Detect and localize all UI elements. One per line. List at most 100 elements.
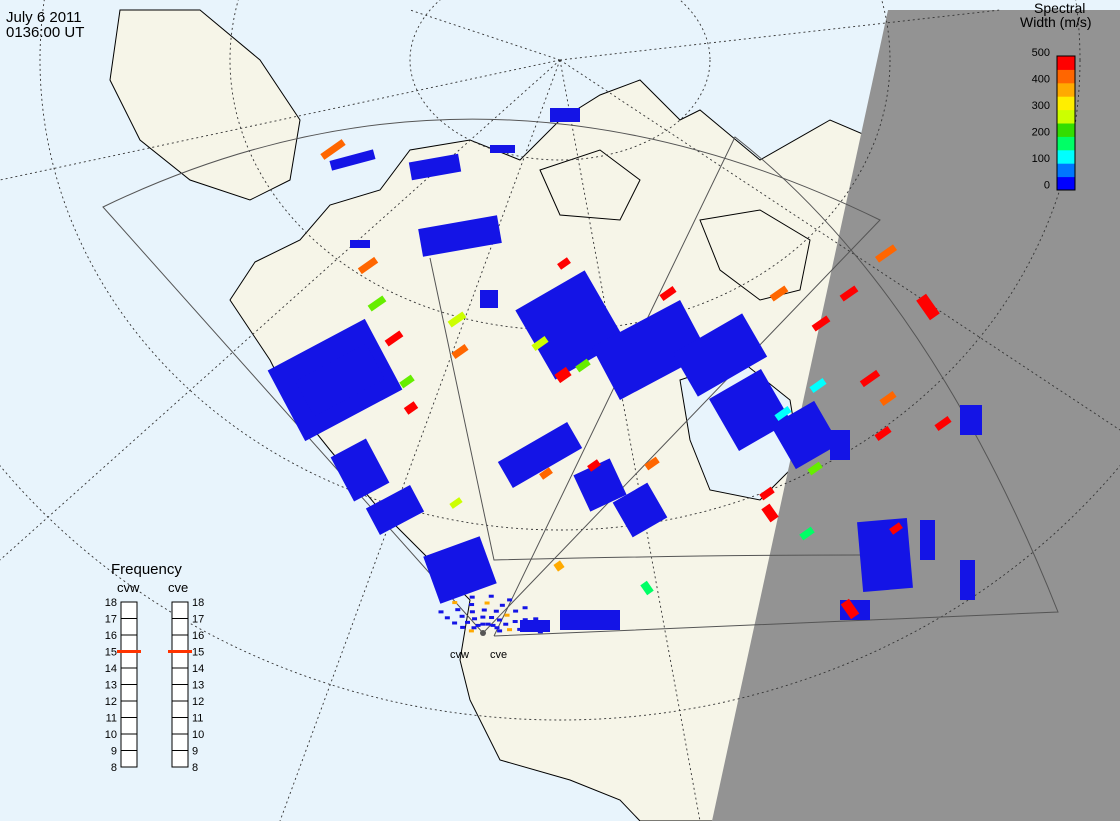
scatter-cell: [640, 580, 654, 596]
scatter-cell: [469, 595, 475, 599]
frequency-tick-label: 11: [192, 713, 203, 725]
scatter-cell: [879, 391, 897, 406]
frequency-tick-label: 9: [192, 746, 198, 758]
cvw-site-label: cvw: [450, 649, 469, 661]
frequency-tick-label: 12: [105, 696, 117, 708]
colorbar-title-line1: Spectral: [1034, 0, 1085, 16]
colorbar-tick-label: 500: [1032, 47, 1050, 59]
frequency-tick-label: 10: [105, 729, 117, 741]
radar-fov-outlines: [102, 118, 1059, 637]
scatter-cell: [384, 330, 404, 347]
scatter-cell: [367, 295, 387, 312]
scatter-cell: [522, 618, 528, 622]
cve-site-label: cve: [490, 649, 507, 661]
scatter-cell-cluster: [770, 400, 840, 470]
scatter-cell: [452, 621, 458, 625]
colorbar-swatch: [1057, 163, 1075, 178]
frequency-tick-label: 10: [192, 729, 204, 741]
scatter-cell: [799, 526, 815, 541]
scatter-cell-cluster: [329, 149, 376, 171]
scatter-cell: [507, 598, 513, 602]
frequency-tick-label: 13: [105, 680, 117, 692]
backscatter-cells: [267, 108, 982, 634]
scatter-cell: [496, 618, 502, 622]
meridian-7: [409, 9, 561, 61]
colorbar-tick-label: 400: [1032, 74, 1050, 86]
scatter-cell: [840, 598, 860, 620]
frequency-tick-label: 14: [105, 663, 117, 675]
scatter-cell: [469, 610, 475, 614]
scatter-cell: [916, 293, 940, 321]
frequency-tick-label: 15: [192, 647, 204, 659]
scatter-cell-cluster: [423, 536, 497, 604]
scatter-cell: [480, 615, 486, 619]
scatter-cell-cluster: [960, 560, 975, 600]
scatter-cell: [485, 622, 491, 626]
scatter-cell: [503, 622, 509, 626]
colorbar-swatch: [1057, 176, 1075, 191]
scatter-cell: [489, 616, 495, 620]
frequency-cvw-label: cvw: [117, 580, 140, 595]
meridian-4: [559, 59, 701, 821]
scatter-cell: [761, 503, 779, 523]
scatter-cell: [484, 601, 490, 605]
scatter-cell: [889, 522, 903, 535]
scatter-cell: [320, 139, 346, 160]
scatter-cell: [557, 257, 571, 270]
frequency-tick-label: 15: [105, 647, 117, 659]
scatter-cell-cluster: [418, 215, 502, 257]
scatter-cell: [539, 467, 553, 480]
scatter-cell: [403, 401, 419, 415]
colorbar-swatch: [1057, 136, 1075, 151]
scatter-cell-cluster: [490, 145, 515, 153]
scatter-cell-cluster: [920, 520, 935, 560]
scatter-cell: [468, 629, 474, 633]
scatter-cell: [517, 627, 523, 631]
frequency-tick-label: 16: [105, 630, 117, 642]
scatter-cell: [512, 620, 518, 624]
colorbar: 500 400 300 200 100 0: [1032, 47, 1076, 192]
scatter-cell: [839, 285, 859, 302]
scatter-cell: [469, 603, 475, 607]
frequency-tick-label: 18: [192, 597, 204, 609]
colorbar-swatch: [1057, 109, 1075, 124]
scatter-cell: [357, 256, 379, 275]
meridian-3: [279, 59, 561, 821]
date-label: July 6 2011: [6, 9, 82, 26]
scatter-cell-cluster: [408, 153, 462, 181]
scatter-cell: [504, 613, 510, 617]
frequency-tick-label: 16: [192, 630, 204, 642]
colorbar-frame: [1056, 55, 1076, 191]
scatter-cell-cluster: [330, 438, 390, 502]
scatter-cell-cluster: [350, 240, 370, 248]
scatter-cell: [774, 406, 792, 421]
island-baffin: [699, 209, 811, 301]
frequency-tick-label: 17: [192, 614, 204, 626]
frequency-scales: 18 17 16 15 14 13 12 11 10 9 8 18 17 16 15 14 13 12 11 10 9 8: [105, 597, 205, 774]
colorbar-swatch: [1057, 56, 1075, 70]
scatter-cell: [471, 626, 477, 630]
colorbar-swatch: [1057, 96, 1075, 111]
colorbar-swatch: [1057, 149, 1075, 164]
colorbar-tick-label: 200: [1032, 127, 1050, 139]
scatter-cell-cluster: [573, 458, 627, 512]
frequency-tick-label: 9: [111, 746, 117, 758]
scatter-cell: [444, 616, 450, 620]
colorbar-tick-label: 100: [1032, 153, 1050, 165]
scatter-cell-cluster: [612, 482, 668, 538]
time-label: 0136:00 UT: [6, 24, 85, 41]
scatter-cell: [533, 617, 539, 621]
scatter-cell: [513, 609, 519, 613]
scatter-cell: [809, 378, 827, 393]
scatter-cell: [807, 461, 823, 476]
colorbar-swatch: [1057, 123, 1075, 137]
latitude-circle-60: [39, 0, 1081, 531]
meridian-5: [559, 59, 1120, 431]
scatter-cell: [522, 606, 528, 610]
radar-site-marker: [480, 630, 486, 636]
frequency-tick-label: 17: [105, 614, 117, 626]
scatter-cell: [399, 374, 415, 389]
